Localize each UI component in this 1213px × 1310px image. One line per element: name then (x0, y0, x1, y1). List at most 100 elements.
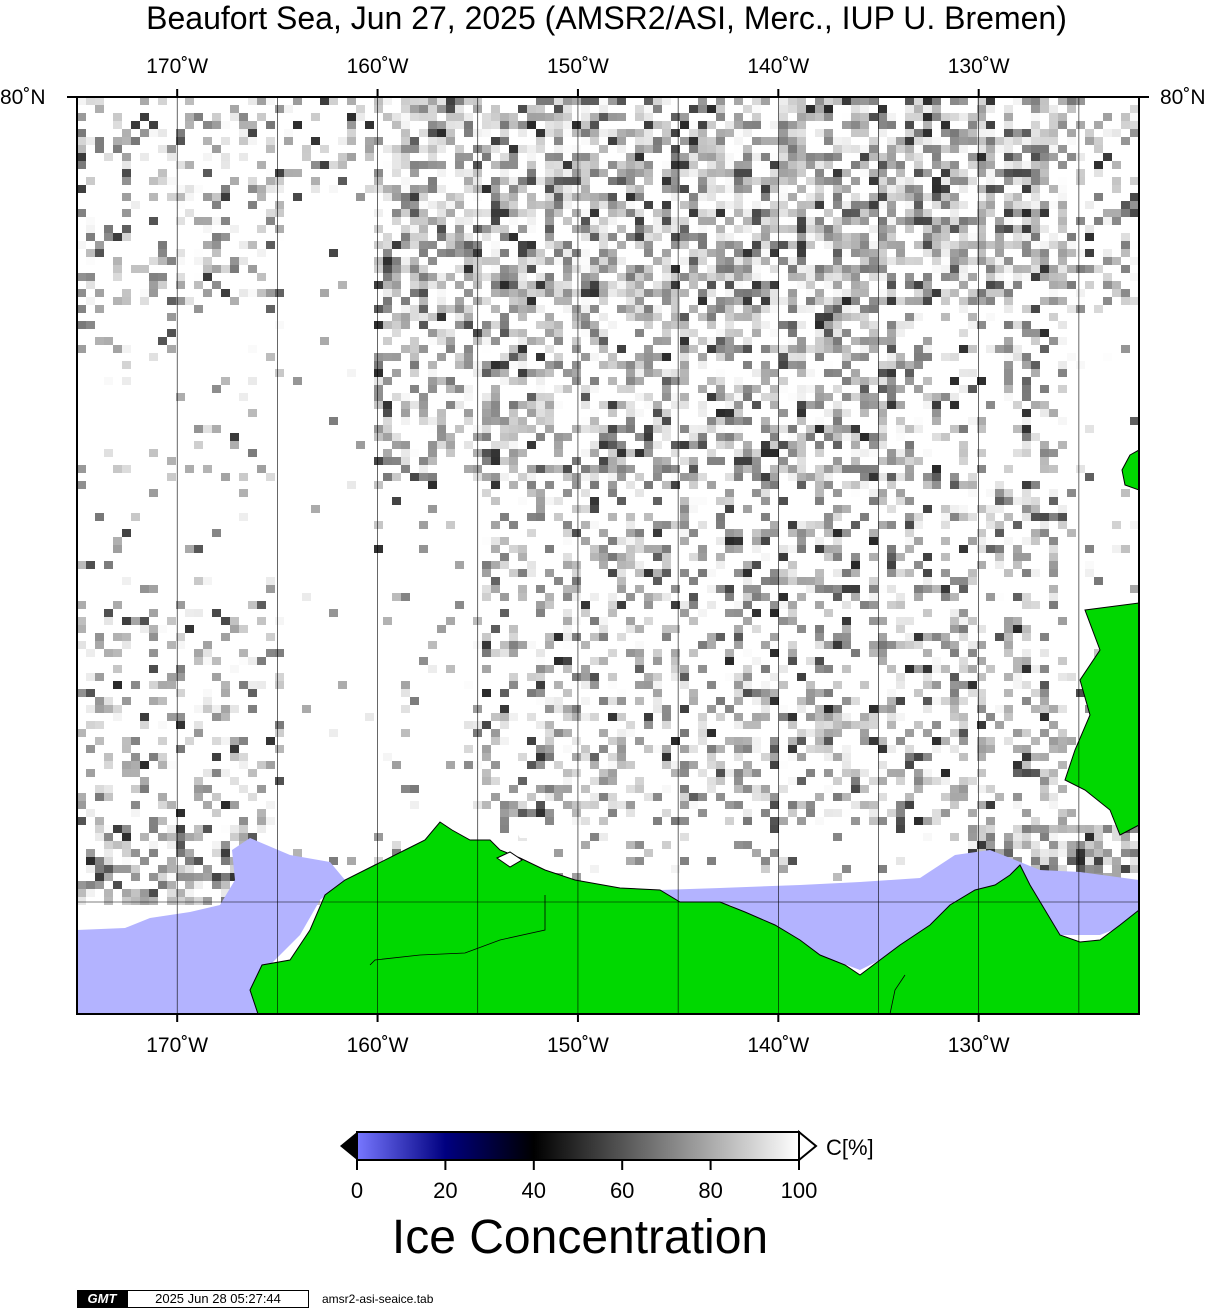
ice-cell (896, 737, 905, 745)
ice-cell (680, 377, 689, 385)
ice-cell (698, 361, 707, 369)
ice-cell (653, 545, 662, 553)
ice-cell (725, 609, 734, 617)
ice-cell (608, 377, 617, 385)
ice-cell (1022, 657, 1031, 665)
ice-cell (788, 257, 797, 265)
ice-cell (779, 225, 788, 233)
ice-cell (518, 313, 527, 321)
ice-cell (1067, 105, 1076, 113)
ice-cell (500, 225, 509, 233)
ice-cell (752, 305, 761, 313)
ice-cell (1049, 105, 1058, 113)
ice-cell (977, 745, 986, 753)
ice-cell (977, 129, 986, 137)
ice-cell (797, 457, 806, 465)
ice-cell (860, 321, 869, 329)
ice-cell (1067, 137, 1076, 145)
ice-cell (482, 801, 491, 809)
ice-cell (644, 233, 653, 241)
ice-cell (734, 305, 743, 313)
ice-cell (527, 393, 536, 401)
ice-cell (914, 689, 923, 697)
ice-cell (518, 145, 527, 153)
ice-cell (563, 489, 572, 497)
ice-cell (545, 113, 554, 121)
ice-cell (131, 801, 140, 809)
ice-cell (752, 257, 761, 265)
ice-cell (185, 873, 194, 881)
ice-cell (914, 721, 923, 729)
ice-cell (572, 321, 581, 329)
ice-cell (743, 297, 752, 305)
ice-cell (716, 265, 725, 273)
ice-cell (851, 553, 860, 561)
ice-cell (545, 569, 554, 577)
ice-cell (1058, 417, 1067, 425)
ice-cell (1040, 401, 1049, 409)
ice-cell (554, 361, 563, 369)
ice-cell (581, 505, 590, 513)
ice-cell (239, 489, 248, 497)
ice-cell (770, 737, 779, 745)
ice-cell (86, 249, 95, 257)
ice-cell (914, 313, 923, 321)
ice-cell (923, 113, 932, 121)
ice-cell (1022, 489, 1031, 497)
ice-cell (563, 169, 572, 177)
ice-cell (869, 321, 878, 329)
ice-cell (734, 401, 743, 409)
ice-cell (698, 497, 707, 505)
ice-cell (383, 305, 392, 313)
ice-cell (221, 473, 230, 481)
ice-cell (527, 489, 536, 497)
ice-cell (608, 129, 617, 137)
ice-cell (509, 713, 518, 721)
ice-cell (212, 385, 221, 393)
ice-cell (824, 129, 833, 137)
ice-cell (995, 185, 1004, 193)
ice-cell (734, 465, 743, 473)
ice-cell (122, 161, 131, 169)
ice-cell (419, 521, 428, 529)
ice-cell (239, 257, 248, 265)
ice-cell (869, 473, 878, 481)
ice-cell (1031, 209, 1040, 217)
ice-cell (527, 217, 536, 225)
ice-cell (617, 241, 626, 249)
ice-cell (788, 353, 797, 361)
ice-cell (626, 305, 635, 313)
ice-cell (248, 129, 257, 137)
ice-cell (1067, 673, 1076, 681)
ice-cell (608, 465, 617, 473)
ice-cell (329, 249, 338, 257)
ice-cell (437, 137, 446, 145)
ice-cell (734, 841, 743, 849)
ice-cell (419, 185, 428, 193)
ice-cell (599, 97, 608, 105)
ice-cell (383, 617, 392, 625)
ice-cell (545, 289, 554, 297)
ice-cell (617, 569, 626, 577)
ice-cell (536, 385, 545, 393)
ice-cell (743, 681, 752, 689)
ice-cell (1058, 505, 1067, 513)
ice-cell (1022, 129, 1031, 137)
ice-cell (671, 769, 680, 777)
ice-cell (725, 273, 734, 281)
ice-cell (1085, 561, 1094, 569)
ice-cell (617, 225, 626, 233)
ice-cell (104, 649, 113, 657)
ice-cell (914, 201, 923, 209)
ice-cell (986, 265, 995, 273)
ice-cell (248, 377, 257, 385)
ice-cell (383, 97, 392, 105)
ice-cell (635, 169, 644, 177)
ice-cell (806, 577, 815, 585)
ice-cell (149, 625, 158, 633)
ice-cell (275, 721, 284, 729)
ice-cell (1013, 177, 1022, 185)
colorbar-title: Ice Concentration (391, 1211, 769, 1264)
ice-cell (374, 401, 383, 409)
ice-cell (1076, 153, 1085, 161)
